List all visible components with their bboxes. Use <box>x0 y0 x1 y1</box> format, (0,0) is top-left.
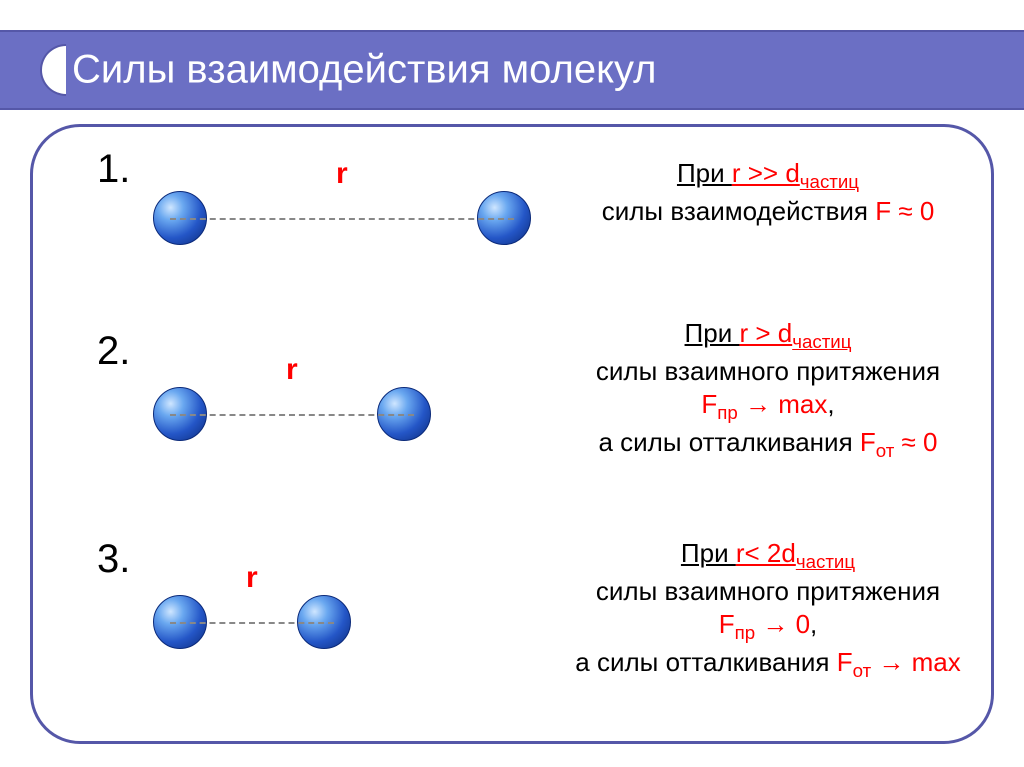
text-line: силы взаимного притяжения <box>533 575 1003 609</box>
condition-prefix: При <box>677 158 732 188</box>
condition-subscript: частиц <box>796 551 855 572</box>
red-sub: пр <box>735 623 756 644</box>
plain-text: а силы отталкивания <box>575 647 836 677</box>
red-post: → max <box>871 647 961 677</box>
header-band: Силы взаимодействия молекул <box>0 30 1024 110</box>
text-line: силы взаимодействия F ≈ 0 <box>533 195 1003 229</box>
red-sub: от <box>853 660 872 681</box>
text-line: а силы отталкивания Fот → max <box>533 646 1003 684</box>
text-line: Fпр → 0, <box>533 608 1003 646</box>
case-number: 3. <box>97 537 130 582</box>
condition-prefix: При <box>685 318 740 348</box>
content-frame: 1.rПри r >> dчастицсилы взаимодействия F… <box>30 124 994 744</box>
distance-line <box>170 414 414 416</box>
case-text: При r >> dчастицсилы взаимодействия F ≈ … <box>533 157 1003 228</box>
plain-text: силы взаимного притяжения <box>596 356 940 386</box>
plain-post: , <box>810 609 817 639</box>
condition-line: При r< 2dчастиц <box>533 537 1003 575</box>
red-pre: F <box>719 609 735 639</box>
case-text: При r< 2dчастицсилы взаимного притяжения… <box>533 537 1003 683</box>
red-post: → max <box>738 389 828 419</box>
condition-line: При r > dчастиц <box>533 317 1003 355</box>
distance-label: r <box>246 561 258 595</box>
red-post: ≈ 0 <box>894 427 937 457</box>
red-text: F ≈ 0 <box>875 196 934 226</box>
content-inner: 1.rПри r >> dчастицсилы взаимодействия F… <box>33 127 991 741</box>
plain-text: силы взаимодействия <box>602 196 876 226</box>
distance-label: r <box>336 157 348 191</box>
condition-line: При r >> dчастиц <box>533 157 1003 195</box>
case-number: 2. <box>97 329 130 374</box>
distance-label: r <box>286 353 298 387</box>
header-pill <box>40 44 66 96</box>
red-pre: F <box>860 427 876 457</box>
condition-relation: r< 2d <box>736 538 796 568</box>
case-text: При r > dчастицсилы взаимного притяжения… <box>533 317 1003 463</box>
condition-prefix: При <box>681 538 736 568</box>
condition-subscript: частиц <box>792 331 851 352</box>
distance-line <box>170 218 514 220</box>
red-pre: F <box>701 389 717 419</box>
red-pre: F <box>837 647 853 677</box>
case-number: 1. <box>97 147 130 192</box>
condition-subscript: частиц <box>800 171 859 192</box>
condition-relation: r > d <box>739 318 792 348</box>
plain-post: , <box>827 389 834 419</box>
red-sub: пр <box>717 403 738 424</box>
text-line: силы взаимного притяжения <box>533 355 1003 389</box>
red-sub: от <box>876 440 895 461</box>
plain-text: а силы отталкивания <box>598 427 859 457</box>
distance-line <box>170 622 334 624</box>
text-line: а силы отталкивания Fот ≈ 0 <box>533 426 1003 464</box>
red-post: → 0 <box>755 609 810 639</box>
plain-text: силы взаимного притяжения <box>596 576 940 606</box>
slide-title: Силы взаимодействия молекул <box>72 48 657 93</box>
condition-relation: r >> d <box>732 158 800 188</box>
text-line: Fпр → max, <box>533 388 1003 426</box>
